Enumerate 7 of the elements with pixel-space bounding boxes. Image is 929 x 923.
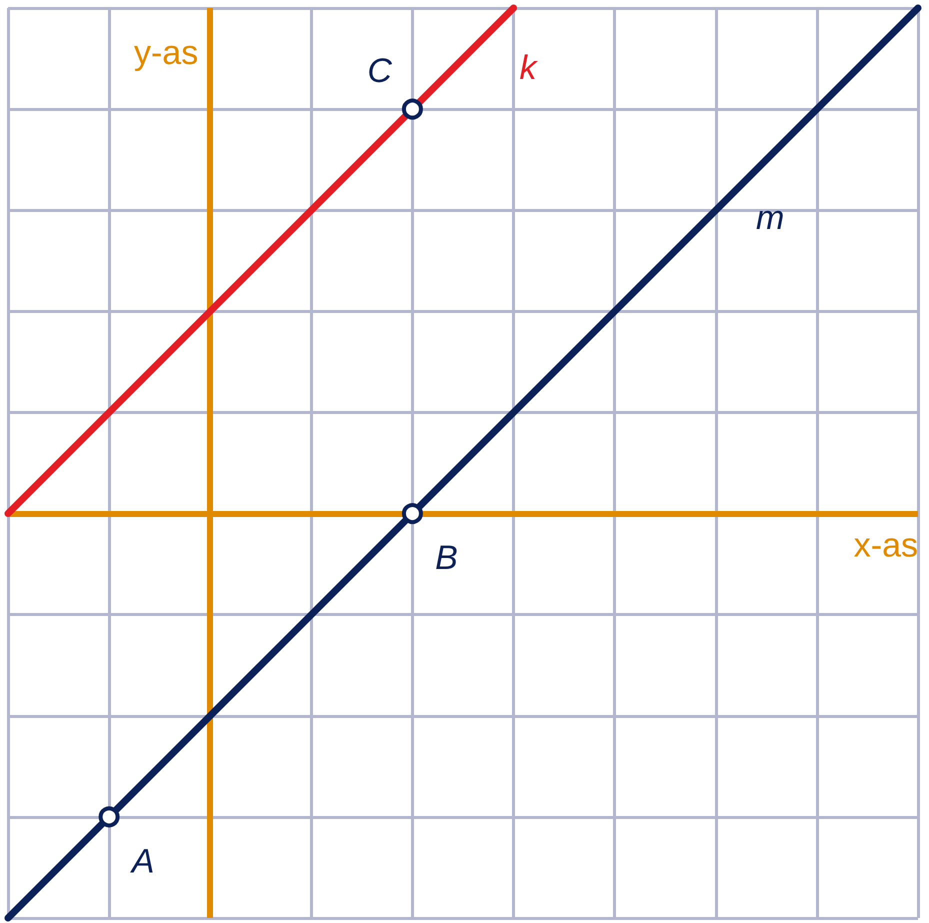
series-label: k	[520, 49, 539, 87]
series-label: A	[130, 842, 154, 880]
ref-line-label: x-as	[854, 526, 918, 565]
series-label: C	[367, 52, 392, 90]
series-label: m	[756, 199, 784, 237]
y-axis-title: y-as	[134, 34, 198, 72]
series-label: B	[435, 539, 458, 578]
